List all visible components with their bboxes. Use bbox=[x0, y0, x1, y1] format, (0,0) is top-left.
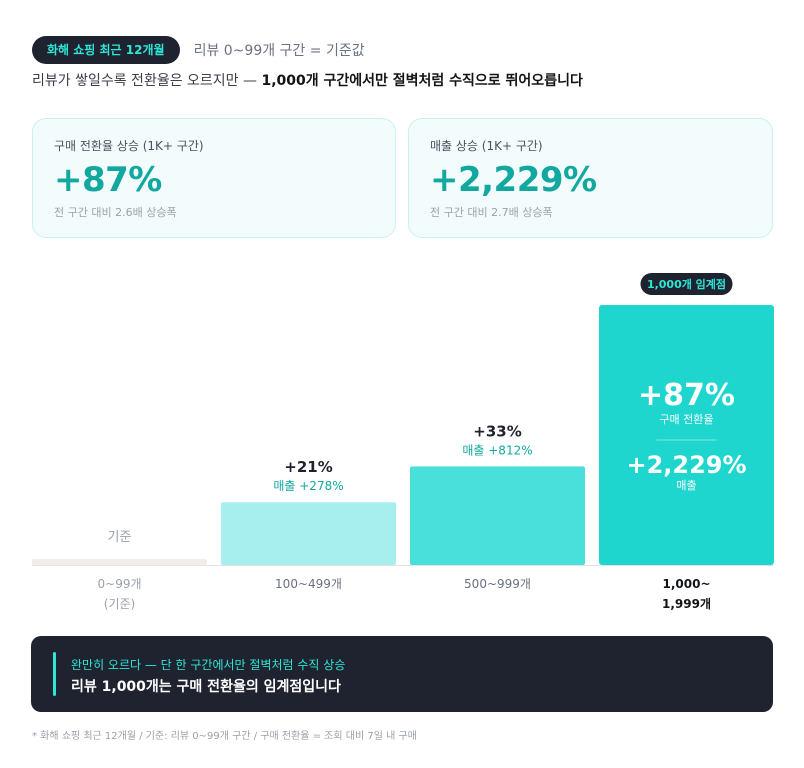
category-label-1-line-1: 0~99개 bbox=[98, 577, 142, 591]
bar-3 bbox=[410, 466, 585, 565]
category-label-1-line-2: (기준) bbox=[104, 597, 135, 611]
conversion-stat-card: 구매 전환율 상승 (1K+ 구간) +87% 전 구간 대비 2.6배 상승폭 bbox=[32, 118, 396, 238]
revenue-stat-card: 매출 상승 (1K+ 구간) +2,229% 전 구간 대비 2.7배 상승폭 bbox=[408, 118, 773, 238]
bar-2-conversion-label: +21% bbox=[284, 458, 332, 476]
revenue-stat-value: +2,229% bbox=[430, 160, 597, 200]
category-label-4-line-1: 1,000~ bbox=[662, 577, 710, 591]
baseline-note: 리뷰 0~99개 구간 = 기준값 bbox=[193, 43, 365, 59]
revenue-stat-label: 매출 상승 (1K+ 구간) bbox=[430, 139, 543, 153]
bar-4 bbox=[599, 305, 774, 565]
bar-2-revenue-label: 매출 +278% bbox=[273, 479, 343, 493]
callout-subtext: 완만히 오르다 — 단 한 구간에서만 절벽처럼 수직 상승 bbox=[71, 658, 346, 672]
bar-3-revenue-label: 매출 +812% bbox=[462, 443, 532, 457]
headline: 리뷰가 쌓일수록 전환율은 오르지만 — 1,000개 구간에서만 절벽처럼 수… bbox=[32, 70, 583, 90]
category-label-4-line-2: 1,999개 bbox=[662, 597, 711, 611]
conversion-bar-chart: 기준 0~99개 (기준) +21% 매출 +278% 100~499개 +33% 매출 +8… bbox=[32, 273, 774, 611]
insight-callout: 완만히 오르다 — 단 한 구간에서만 절벽처럼 수직 상승 리뷰 1,000개… bbox=[31, 636, 773, 712]
bar-4-revenue-caption: 매출 bbox=[676, 479, 696, 492]
bar-4-revenue-label: +2,229% bbox=[626, 451, 746, 479]
period-badge: 화해 쇼핑 최근 12개월 bbox=[32, 36, 180, 64]
bar-1-baseline-label: 기준 bbox=[108, 530, 132, 545]
header: 화해 쇼핑 최근 12개월 리뷰 0~99개 구간 = 기준값 bbox=[32, 36, 365, 64]
conversion-stat-label: 구매 전환율 상승 (1K+ 구간) bbox=[54, 139, 204, 153]
bar-1 bbox=[32, 559, 207, 565]
bar-2 bbox=[221, 502, 396, 565]
footnote: * 화해 쇼핑 최근 12개월 / 기준: 리뷰 0~99개 구간 / 구매 전… bbox=[32, 731, 417, 742]
threshold-badge-label: 1,000개 임계점 bbox=[647, 277, 726, 291]
headline-emphasis: 1,000개 구간에서만 절벽처럼 수직으로 뛰어오릅니다 bbox=[261, 73, 583, 89]
category-label-2-line-1: 100~499개 bbox=[275, 577, 342, 591]
conversion-stat-value: +87% bbox=[54, 160, 162, 200]
bar-4-conversion-label: +87% bbox=[638, 378, 735, 413]
threshold-badge bbox=[640, 273, 733, 295]
callout-accent-bar bbox=[53, 652, 56, 696]
conversion-stat-sub: 전 구간 대비 2.6배 상승폭 bbox=[54, 206, 177, 219]
bar-4-conversion-caption: 구매 전환율 bbox=[659, 413, 713, 426]
bar-3-conversion-label: +33% bbox=[473, 422, 521, 440]
revenue-stat-sub: 전 구간 대비 2.7배 상승폭 bbox=[430, 206, 553, 219]
callout-headline: 리뷰 1,000개는 구매 전환율의 임계점입니다 bbox=[71, 679, 341, 695]
category-label-3-line-1: 500~999개 bbox=[464, 577, 531, 591]
headline-lead: 리뷰가 쌓일수록 전환율은 오르지만 — bbox=[32, 73, 262, 89]
